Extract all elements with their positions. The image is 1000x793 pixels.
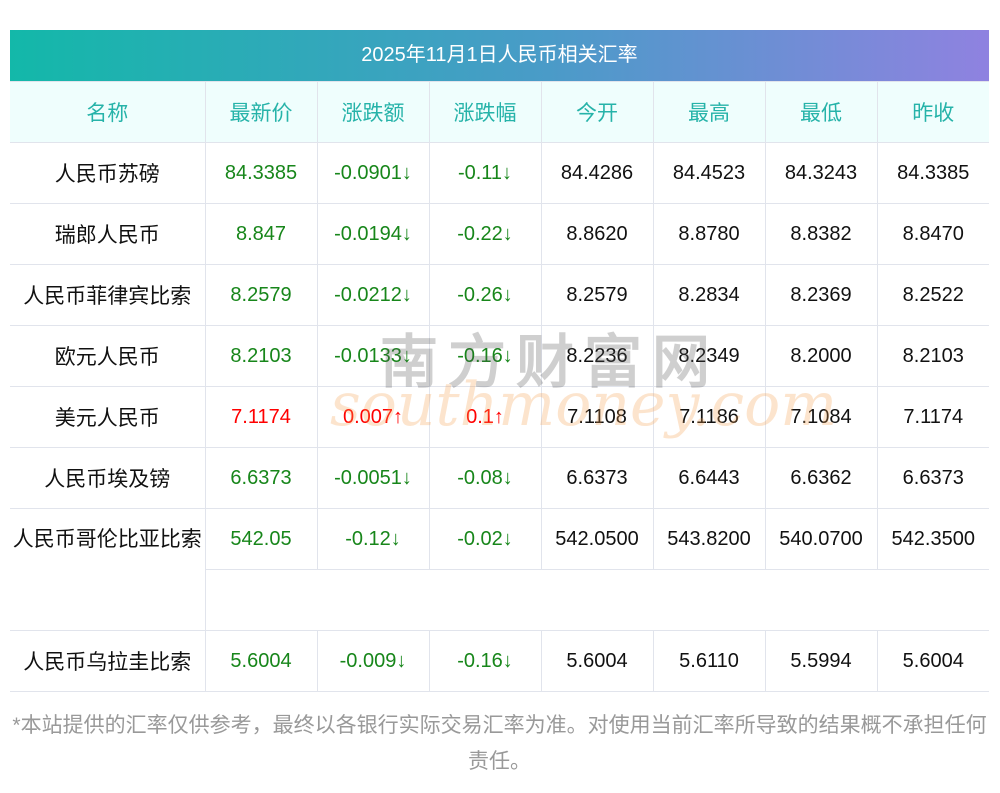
cell-pct: -0.22↓ [428,203,542,265]
cell-open: 8.2236 [540,325,654,387]
cell-chg: 0.007↑ [316,386,430,448]
currency-pair-name: 人民币菲律宾比索 [10,264,206,326]
cell-last: 7.1174 [204,386,318,448]
currency-pair-name: 人民币哥伦比亚比索 [10,508,206,631]
currency-pair-name: 人民币乌拉圭比索 [10,630,206,692]
currency-pair-name: 瑞郎人民币 [10,203,206,265]
cell-high: 84.4523 [652,142,766,204]
column-header: 最低 [764,81,878,143]
cell-pct: -0.26↓ [428,264,542,326]
cell-open: 8.8620 [540,203,654,265]
cell-open: 7.1108 [540,386,654,448]
cell-low: 7.1084 [764,386,878,448]
cell-low: 8.2369 [764,264,878,326]
cell-last: 84.3385 [204,142,318,204]
currency-pair-name: 人民币埃及镑 [10,447,206,509]
cell-high: 5.6110 [652,630,766,692]
cell-prev: 84.3385 [876,142,989,204]
cell-high: 6.6443 [652,447,766,509]
cell-high: 543.8200 [652,508,766,570]
cell-prev: 8.8470 [876,203,989,265]
cell-chg: -0.0901↓ [316,142,430,204]
cell-open: 6.6373 [540,447,654,509]
cell-prev: 7.1174 [876,386,989,448]
exchange-rate-table: 名称 最新价 涨跌额 涨跌幅 今开 最高 最低 昨收 人民币苏磅 84.3385 -0.0901↓… [10,81,989,692]
column-header: 名称 [10,81,206,143]
cell-chg: -0.0194↓ [316,203,430,265]
cell-high: 7.1186 [652,386,766,448]
cell-open: 8.2579 [540,264,654,326]
column-header: 今开 [540,81,654,143]
cell-low: 6.6362 [764,447,878,509]
currency-pair-name: 美元人民币 [10,386,206,448]
cell-last: 542.05 [204,508,318,570]
cell-last: 8.2579 [204,264,318,326]
cell-pct: -0.11↓ [428,142,542,204]
column-header: 涨跌幅 [428,81,542,143]
table-row: 人民币哥伦比亚比索 542.05 -0.12↓ -0.02↓ 542.0500 543.8… [10,508,989,631]
table-row: 人民币乌拉圭比索 5.6004 -0.009↓ -0.16↓ 5.6004 5.6110 5… [10,630,989,692]
table-row: 人民币菲律宾比索 8.2579 -0.0212↓ -0.26↓ 8.2579 8.2834… [10,264,989,326]
cell-last: 6.6373 [204,447,318,509]
column-header: 最新价 [204,81,318,143]
cell-low: 5.5994 [764,630,878,692]
cell-pct: -0.08↓ [428,447,542,509]
table-header-row: 名称 最新价 涨跌额 涨跌幅 今开 最高 最低 昨收 [10,81,989,143]
table-row: 人民币埃及镑 6.6373 -0.0051↓ -0.08↓ 6.6373 6.6443 6.… [10,447,989,509]
cell-low: 8.2000 [764,325,878,387]
cell-prev: 542.3500 [876,508,989,570]
cell-last: 8.847 [204,203,318,265]
cell-open: 542.0500 [540,508,654,570]
column-header: 涨跌额 [316,81,430,143]
column-header: 昨收 [876,81,989,143]
cell-last: 8.2103 [204,325,318,387]
cell-chg: -0.0051↓ [316,447,430,509]
table-row: 美元人民币 7.1174 0.007↑ 0.1↑ 7.1108 7.1186 7.1084 7… [10,386,989,448]
table-row: 欧元人民币 8.2103 -0.0133↓ -0.16↓ 8.2236 8.2349 8.2… [10,325,989,387]
currency-pair-name: 人民币苏磅 [10,142,206,204]
cell-pct: -0.16↓ [428,325,542,387]
cell-prev: 6.6373 [876,447,989,509]
cell-pct: -0.16↓ [428,630,542,692]
disclaimer: *本站提供的汇率仅供参考，最终以各银行实际交易汇率为准。对使用当前汇率所导致的结… [12,714,987,773]
cell-chg: -0.0133↓ [316,325,430,387]
cell-high: 8.8780 [652,203,766,265]
cell-high: 8.2834 [652,264,766,326]
cell-low: 84.3243 [764,142,878,204]
cell-prev: 5.6004 [876,630,989,692]
cell-low: 8.8382 [764,203,878,265]
cell-pct: -0.02↓ [428,508,542,570]
cell-last: 5.6004 [204,630,318,692]
cell-chg: -0.0212↓ [316,264,430,326]
cell-high: 8.2349 [652,325,766,387]
currency-pair-name: 欧元人民币 [10,325,206,387]
cell-prev: 8.2103 [876,325,989,387]
table-row: 瑞郎人民币 8.847 -0.0194↓ -0.22↓ 8.8620 8.8780 8.83… [10,203,989,265]
page-title: 2025年11月1日人民币相关汇率 [10,30,989,81]
cell-open: 84.4286 [540,142,654,204]
column-header: 最高 [652,81,766,143]
cell-low: 540.0700 [764,508,878,570]
cell-open: 5.6004 [540,630,654,692]
cell-prev: 8.2522 [876,264,989,326]
cell-pct: 0.1↑ [428,386,542,448]
cell-chg: -0.12↓ [316,508,430,570]
cell-chg: -0.009↓ [316,630,430,692]
table-row: 人民币苏磅 84.3385 -0.0901↓ -0.11↓ 84.4286 84.4523… [10,142,989,204]
empty-cell [205,569,989,631]
